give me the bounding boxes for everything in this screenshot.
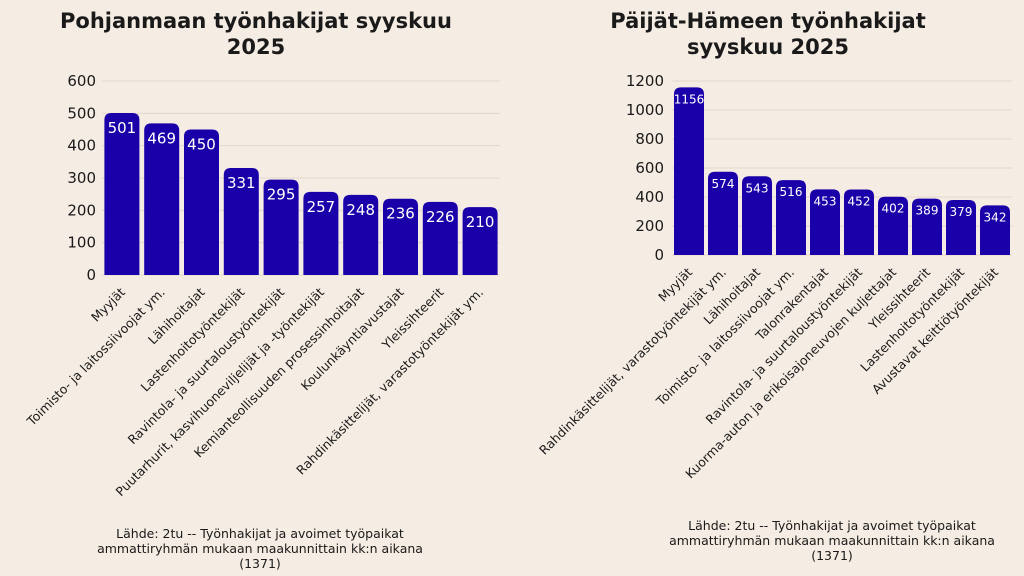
bar-kuorma-auton-ja-erikoisajoneuvojen-kuljettajat	[878, 196, 908, 255]
chart-title: Pohjanmaan työnhakijat syyskuu 2025	[0, 8, 512, 60]
y-tick-label: 400	[67, 137, 96, 155]
bar-chart: 0100200300400500600501Myyjät469Toimisto-…	[23, 72, 500, 499]
bar-ravintola-ja-suurtaloustyöntekijät	[263, 179, 299, 275]
bar-yleissihteerit	[912, 198, 942, 255]
data-label: 236	[386, 205, 415, 223]
data-label: 389	[916, 204, 939, 218]
bar-myyjät	[104, 113, 140, 275]
data-label: 469	[147, 129, 176, 147]
bar-kemianteollisuuden-prosessinhoitajat	[343, 194, 379, 275]
bar-puutarhurit-kasvihuoneviljelijät-ja-työntekijät	[303, 191, 339, 275]
source-line: (1371)	[811, 548, 853, 563]
source-line: Lähde: 2tu -- Työnhakijat ja avoimet työ…	[688, 518, 976, 533]
source-note: Lähde: 2tu -- Työnhakijat ja avoimet työ…	[652, 518, 1012, 563]
bar-yleissihteerit	[422, 201, 458, 275]
bar-lastenhoitotyöntekijät	[946, 200, 976, 255]
source-line: Lähde: 2tu -- Työnhakijat ja avoimet työ…	[116, 526, 404, 541]
chart-title-line: Pohjanmaan työnhakijat syyskuu	[60, 9, 452, 33]
y-tick-label: 1000	[626, 101, 664, 119]
chart-panel-paijat-hame: Päijät-Hämeen työnhakijat syyskuu 2025 0…	[512, 0, 1024, 576]
bar-talonrakentajat	[810, 189, 840, 255]
bar-lähihoitajat	[742, 176, 772, 255]
chart-title: Päijät-Hämeen työnhakijat syyskuu 2025	[512, 8, 1024, 60]
data-label: 257	[307, 198, 336, 216]
data-label: 331	[227, 174, 256, 192]
y-tick-label: 600	[67, 72, 96, 90]
y-tick-label: 100	[67, 234, 96, 252]
source-line: ammattiryhmän mukaan maakunnittain kk:n …	[97, 541, 423, 571]
chart-title-line: syyskuu 2025	[686, 35, 849, 59]
chart-panel-pohjanmaa: Pohjanmaan työnhakijat syyskuu 2025 0 100…	[0, 8, 512, 571]
data-label: 402	[882, 202, 905, 216]
y-tick-label: 400	[635, 188, 664, 206]
source-line: ammattiryhmän mukaan maakunnittain kk:n …	[669, 533, 995, 548]
data-label: 501	[108, 119, 137, 137]
bar-toimisto-ja-laitossiivoojat-ym	[144, 123, 180, 276]
data-label: 574	[712, 177, 735, 191]
chart-title-line: Päijät-Hämeen työnhakijat	[610, 9, 926, 33]
data-label: 516	[780, 185, 803, 199]
y-tick-label: 600	[635, 159, 664, 177]
bar-myyjät	[674, 87, 704, 255]
bar-lastenhoitotyöntekijät	[223, 167, 259, 275]
data-label: 1156	[674, 92, 705, 106]
y-tick-label: 300	[67, 169, 96, 187]
y-tick-label: 1200	[626, 72, 664, 90]
data-label: 342	[984, 210, 1007, 224]
y-tick-label: 0	[86, 266, 96, 284]
y-tick-label: 0	[654, 246, 664, 264]
data-label: 295	[267, 186, 296, 204]
y-tick-label: 800	[635, 130, 664, 148]
y-tick-label: 500	[67, 104, 96, 122]
chart-title-line: 2025	[226, 35, 286, 59]
bar-chart: 0200400600800100012001156Myyjät574Rahdin…	[536, 72, 1012, 481]
bar-toimisto-ja-laitossiivoojat-ym	[776, 180, 806, 255]
data-label: 379	[950, 205, 973, 219]
bar-ravintola-ja-suurtaloustyöntekijät	[844, 189, 874, 255]
source-note: Lähde: 2tu -- Työnhakijat ja avoimet työ…	[80, 526, 440, 571]
y-tick-label: 200	[67, 201, 96, 219]
y-tick-label: 200	[635, 217, 664, 235]
data-label: 450	[187, 136, 216, 154]
data-label: 452	[848, 194, 871, 208]
bar-lähihoitajat	[184, 129, 219, 275]
bar-rahdinkäsittelijät-varastotyöntekijät-ym	[462, 207, 498, 275]
data-label: 453	[814, 194, 837, 208]
x-tick-label: Rahdinkäsittelijät, varastotyöntekijät y…	[293, 285, 486, 478]
bar-rahdinkäsittelijät-varastotyöntekijät-ym	[708, 171, 738, 255]
bar-avustavat-keittiötyöntekijät	[980, 205, 1010, 255]
data-label: 226	[426, 208, 455, 226]
data-label: 543	[746, 181, 769, 195]
bar-koulunkäyntiavustajat	[383, 198, 418, 275]
data-label: 248	[346, 201, 375, 219]
data-label: 210	[466, 213, 495, 231]
